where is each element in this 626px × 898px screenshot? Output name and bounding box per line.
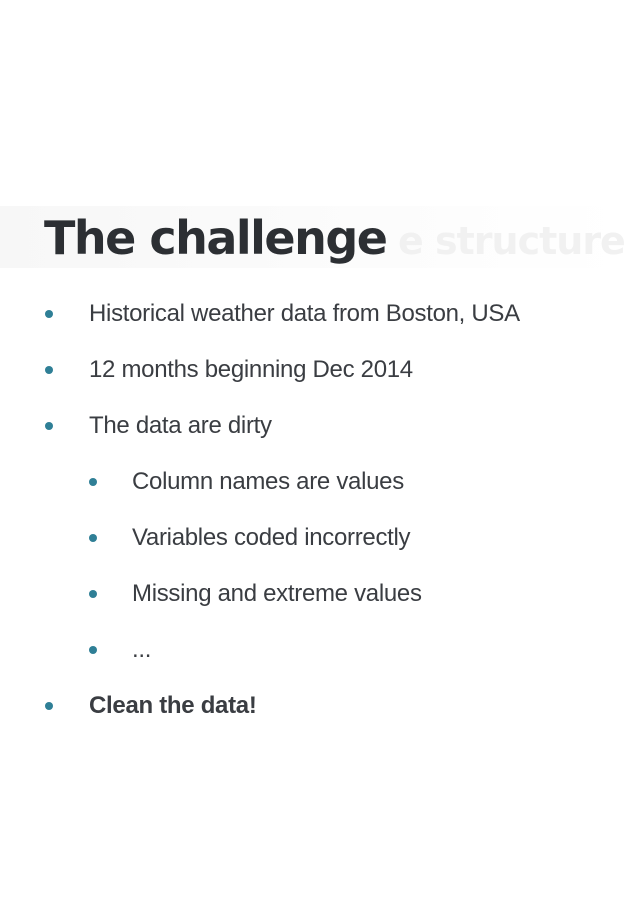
bullet-text: 12 months beginning Dec 2014 xyxy=(89,356,413,383)
sub-bullet-text: Missing and extreme values xyxy=(132,580,422,607)
bullet-item-emphasis: Clean the data! xyxy=(45,688,615,724)
sub-bullet-item: ... xyxy=(89,632,615,668)
bullet-dot-icon xyxy=(45,422,53,430)
bullet-item: 12 months beginning Dec 2014 xyxy=(45,352,615,388)
bullet-item: The data are dirty xyxy=(45,408,615,444)
sub-bullet-item: Column names are values xyxy=(89,464,615,500)
bullet-dot-icon xyxy=(45,702,53,710)
ghost-title-text: e structure xyxy=(398,219,626,263)
bullet-dot-icon xyxy=(89,590,97,598)
sub-bullet-text: Column names are values xyxy=(132,468,404,495)
bullet-dot-icon xyxy=(89,534,97,542)
bullet-text: Clean the data! xyxy=(89,692,257,719)
bullet-text: The data are dirty xyxy=(89,412,272,439)
sub-bullet-text: Variables coded incorrectly xyxy=(132,524,411,551)
sub-bullet-item: Missing and extreme values xyxy=(89,576,615,612)
bullet-dot-icon xyxy=(45,366,53,374)
bullet-dot-icon xyxy=(89,646,97,654)
bullet-item: Historical weather data from Boston, USA xyxy=(45,296,615,332)
title-band xyxy=(0,206,626,268)
bullet-dot-icon xyxy=(45,310,53,318)
bullet-dot-icon xyxy=(89,478,97,486)
slide-title: The challenge xyxy=(44,211,388,265)
sub-bullet-item: Variables coded incorrectly xyxy=(89,520,615,556)
sub-bullet-text: ... xyxy=(132,636,152,663)
bullet-text: Historical weather data from Boston, USA xyxy=(89,300,520,327)
